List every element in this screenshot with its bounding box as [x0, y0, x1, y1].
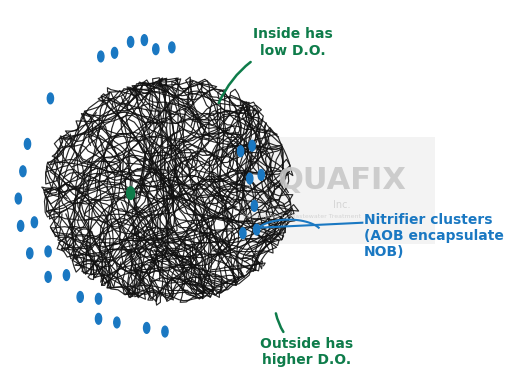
- Ellipse shape: [111, 47, 118, 58]
- Text: Nitrifier clusters
(AOB encapsulate
NOB): Nitrifier clusters (AOB encapsulate NOB): [364, 213, 504, 259]
- Text: Innovations in Wastewater Treatment: Innovations in Wastewater Treatment: [243, 214, 361, 219]
- Ellipse shape: [126, 187, 135, 200]
- Ellipse shape: [240, 228, 246, 239]
- Text: Outside has
higher D.O.: Outside has higher D.O.: [260, 313, 353, 367]
- Ellipse shape: [98, 51, 104, 62]
- Ellipse shape: [247, 173, 253, 184]
- Ellipse shape: [95, 313, 102, 324]
- Ellipse shape: [162, 326, 168, 337]
- Text: Inc.: Inc.: [333, 200, 351, 210]
- Ellipse shape: [169, 42, 175, 53]
- Ellipse shape: [24, 138, 30, 149]
- Ellipse shape: [20, 166, 26, 177]
- Ellipse shape: [251, 201, 257, 211]
- Ellipse shape: [95, 294, 102, 304]
- Text: Inside has
low D.O.: Inside has low D.O.: [219, 27, 333, 103]
- Ellipse shape: [45, 272, 51, 282]
- Ellipse shape: [258, 169, 264, 180]
- Ellipse shape: [45, 246, 51, 257]
- Ellipse shape: [249, 140, 255, 151]
- Ellipse shape: [143, 323, 150, 333]
- FancyBboxPatch shape: [240, 137, 435, 244]
- Ellipse shape: [15, 193, 22, 204]
- Ellipse shape: [27, 248, 33, 258]
- Ellipse shape: [141, 35, 148, 46]
- Ellipse shape: [114, 317, 120, 328]
- Ellipse shape: [77, 292, 83, 303]
- Ellipse shape: [31, 217, 38, 228]
- Ellipse shape: [18, 220, 24, 231]
- Ellipse shape: [153, 44, 159, 54]
- Ellipse shape: [47, 93, 54, 104]
- Ellipse shape: [63, 270, 70, 280]
- Text: QUAFIX: QUAFIX: [278, 166, 407, 195]
- Ellipse shape: [237, 146, 244, 157]
- Ellipse shape: [127, 37, 134, 47]
- Ellipse shape: [253, 224, 260, 235]
